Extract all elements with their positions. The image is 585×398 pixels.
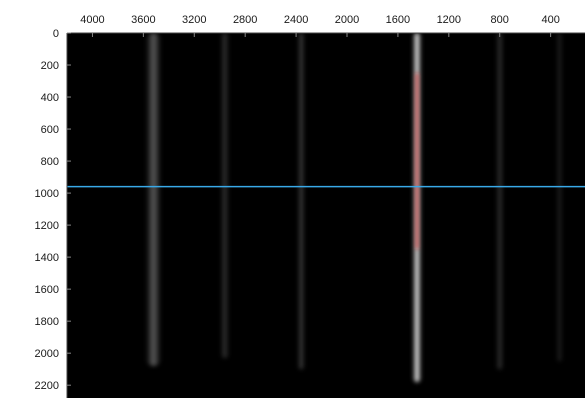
y-tick-label: 800 bbox=[41, 156, 59, 168]
heatmap-band bbox=[220, 33, 230, 358]
y-tick-label: 1800 bbox=[35, 316, 59, 328]
y-tick-label: 200 bbox=[41, 60, 59, 72]
x-tick-label: 400 bbox=[541, 14, 559, 26]
heatmap-band bbox=[414, 73, 420, 250]
y-tick-label: 1200 bbox=[35, 220, 59, 232]
x-tick-label: 800 bbox=[491, 14, 509, 26]
heatmap-bands bbox=[145, 33, 563, 382]
x-axis: 4000 3600 3200 2800 2400 2000 1600 1200 800 400 bbox=[67, 14, 585, 37]
x-tick-label: 2400 bbox=[284, 14, 308, 26]
y-tick-label: 1400 bbox=[35, 252, 59, 264]
y-tick-label: 1600 bbox=[35, 284, 59, 296]
x-tick-label: 2800 bbox=[233, 14, 257, 26]
y-tick-label: 600 bbox=[41, 124, 59, 136]
heatmap-band bbox=[145, 33, 162, 366]
x-tick-label: 4000 bbox=[80, 14, 104, 26]
x-tick-label: 1600 bbox=[386, 14, 410, 26]
x-tick-label: 3600 bbox=[131, 14, 155, 26]
y-tick-label: 0 bbox=[53, 28, 59, 40]
heatmap-band bbox=[495, 33, 504, 370]
heatmap-band bbox=[297, 33, 305, 370]
y-tick-label: 400 bbox=[41, 92, 59, 104]
y-tick-label: 2200 bbox=[35, 380, 59, 392]
y-axis: 0 200 400 600 800 1000 1200 1400 1600 1800 2000 220… bbox=[35, 28, 71, 398]
x-tick-label: 2000 bbox=[335, 14, 359, 26]
x-tick-label: 3200 bbox=[182, 14, 206, 26]
heatmap-plot-area[interactable] bbox=[67, 33, 585, 398]
y-tick-label: 2000 bbox=[35, 348, 59, 360]
heatmap-band bbox=[556, 33, 563, 362]
x-tick-label: 1200 bbox=[437, 14, 461, 26]
y-tick-label: 1000 bbox=[35, 188, 59, 200]
